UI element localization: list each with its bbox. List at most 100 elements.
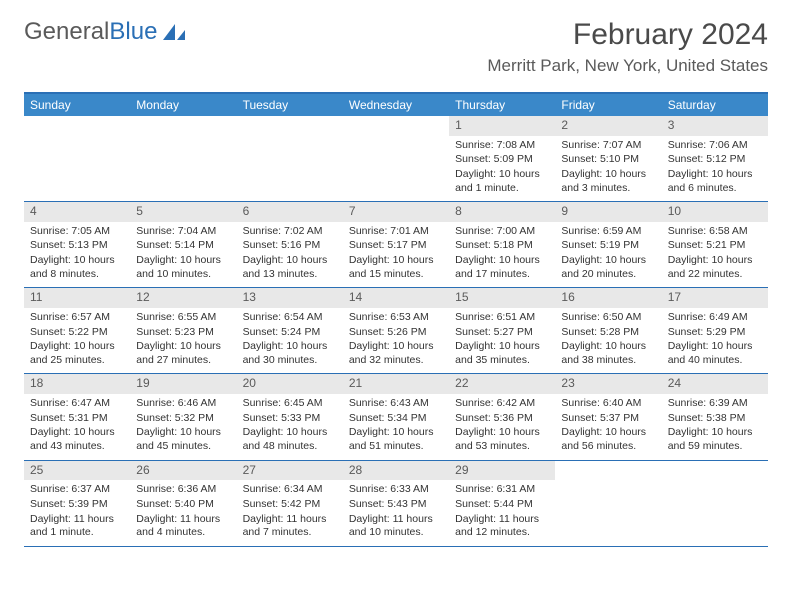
day-number: 26	[130, 461, 236, 481]
calendar-day-cell: 21Sunrise: 6:43 AMSunset: 5:34 PMDayligh…	[343, 374, 449, 459]
sunset-text: Sunset: 5:43 PM	[349, 498, 443, 512]
calendar: SundayMondayTuesdayWednesdayThursdayFrid…	[24, 92, 768, 547]
calendar-day-cell: 24Sunrise: 6:39 AMSunset: 5:38 PMDayligh…	[662, 374, 768, 459]
daylight-text: Daylight: 10 hours and 3 minutes.	[561, 168, 655, 195]
day-number: 14	[343, 288, 449, 308]
sunset-text: Sunset: 5:14 PM	[136, 239, 230, 253]
day-number: 23	[555, 374, 661, 394]
calendar-empty-cell	[343, 116, 449, 201]
sunset-text: Sunset: 5:18 PM	[455, 239, 549, 253]
sunrise-text: Sunrise: 6:58 AM	[668, 225, 762, 239]
sunrise-text: Sunrise: 6:39 AM	[668, 397, 762, 411]
calendar-day-cell: 16Sunrise: 6:50 AMSunset: 5:28 PMDayligh…	[555, 288, 661, 373]
day-number: 13	[237, 288, 343, 308]
daylight-text: Daylight: 10 hours and 48 minutes.	[243, 426, 337, 453]
sunrise-text: Sunrise: 6:54 AM	[243, 311, 337, 325]
sunrise-text: Sunrise: 6:37 AM	[30, 483, 124, 497]
day-header-row: SundayMondayTuesdayWednesdayThursdayFrid…	[24, 94, 768, 116]
sunrise-text: Sunrise: 7:08 AM	[455, 139, 549, 153]
calendar-day-cell: 9Sunrise: 6:59 AMSunset: 5:19 PMDaylight…	[555, 202, 661, 287]
sunrise-text: Sunrise: 6:47 AM	[30, 397, 124, 411]
daylight-text: Daylight: 10 hours and 15 minutes.	[349, 254, 443, 281]
daylight-text: Daylight: 10 hours and 17 minutes.	[455, 254, 549, 281]
sunset-text: Sunset: 5:09 PM	[455, 153, 549, 167]
location-text: Merritt Park, New York, United States	[487, 56, 768, 76]
sunset-text: Sunset: 5:40 PM	[136, 498, 230, 512]
sunrise-text: Sunrise: 6:43 AM	[349, 397, 443, 411]
daylight-text: Daylight: 10 hours and 6 minutes.	[668, 168, 762, 195]
day-header-cell: Sunday	[24, 94, 130, 116]
sunset-text: Sunset: 5:37 PM	[561, 412, 655, 426]
calendar-day-cell: 3Sunrise: 7:06 AMSunset: 5:12 PMDaylight…	[662, 116, 768, 201]
sunset-text: Sunset: 5:23 PM	[136, 326, 230, 340]
sunset-text: Sunset: 5:33 PM	[243, 412, 337, 426]
sunset-text: Sunset: 5:38 PM	[668, 412, 762, 426]
day-header-cell: Wednesday	[343, 94, 449, 116]
sunset-text: Sunset: 5:44 PM	[455, 498, 549, 512]
logo-sail-icon	[161, 22, 187, 42]
daylight-text: Daylight: 10 hours and 51 minutes.	[349, 426, 443, 453]
calendar-day-cell: 27Sunrise: 6:34 AMSunset: 5:42 PMDayligh…	[237, 461, 343, 546]
sunset-text: Sunset: 5:17 PM	[349, 239, 443, 253]
sunrise-text: Sunrise: 6:53 AM	[349, 311, 443, 325]
calendar-day-cell: 22Sunrise: 6:42 AMSunset: 5:36 PMDayligh…	[449, 374, 555, 459]
day-number: 16	[555, 288, 661, 308]
daylight-text: Daylight: 10 hours and 53 minutes.	[455, 426, 549, 453]
calendar-day-cell: 12Sunrise: 6:55 AMSunset: 5:23 PMDayligh…	[130, 288, 236, 373]
daylight-text: Daylight: 10 hours and 45 minutes.	[136, 426, 230, 453]
daylight-text: Daylight: 10 hours and 38 minutes.	[561, 340, 655, 367]
sunset-text: Sunset: 5:22 PM	[30, 326, 124, 340]
calendar-week-row: 1Sunrise: 7:08 AMSunset: 5:09 PMDaylight…	[24, 116, 768, 202]
daylight-text: Daylight: 10 hours and 22 minutes.	[668, 254, 762, 281]
sunset-text: Sunset: 5:42 PM	[243, 498, 337, 512]
sunrise-text: Sunrise: 6:51 AM	[455, 311, 549, 325]
logo-text-general: General	[24, 18, 109, 46]
day-number: 12	[130, 288, 236, 308]
calendar-day-cell: 23Sunrise: 6:40 AMSunset: 5:37 PMDayligh…	[555, 374, 661, 459]
calendar-day-cell: 8Sunrise: 7:00 AMSunset: 5:18 PMDaylight…	[449, 202, 555, 287]
day-number: 7	[343, 202, 449, 222]
day-number: 20	[237, 374, 343, 394]
daylight-text: Daylight: 10 hours and 20 minutes.	[561, 254, 655, 281]
sunrise-text: Sunrise: 6:55 AM	[136, 311, 230, 325]
day-number: 21	[343, 374, 449, 394]
sunrise-text: Sunrise: 6:50 AM	[561, 311, 655, 325]
day-number: 4	[24, 202, 130, 222]
day-header-cell: Friday	[555, 94, 661, 116]
sunset-text: Sunset: 5:12 PM	[668, 153, 762, 167]
daylight-text: Daylight: 11 hours and 10 minutes.	[349, 513, 443, 540]
title-block: February 2024 Merritt Park, New York, Un…	[487, 18, 768, 76]
daylight-text: Daylight: 10 hours and 13 minutes.	[243, 254, 337, 281]
daylight-text: Daylight: 10 hours and 32 minutes.	[349, 340, 443, 367]
calendar-week-row: 11Sunrise: 6:57 AMSunset: 5:22 PMDayligh…	[24, 288, 768, 374]
day-number: 24	[662, 374, 768, 394]
sunrise-text: Sunrise: 6:57 AM	[30, 311, 124, 325]
daylight-text: Daylight: 10 hours and 25 minutes.	[30, 340, 124, 367]
sunrise-text: Sunrise: 6:31 AM	[455, 483, 549, 497]
calendar-empty-cell	[555, 461, 661, 546]
sunrise-text: Sunrise: 7:02 AM	[243, 225, 337, 239]
day-number: 15	[449, 288, 555, 308]
day-number: 25	[24, 461, 130, 481]
calendar-day-cell: 26Sunrise: 6:36 AMSunset: 5:40 PMDayligh…	[130, 461, 236, 546]
day-number: 29	[449, 461, 555, 481]
header: GeneralBlue February 2024 Merritt Park, …	[0, 0, 792, 84]
daylight-text: Daylight: 10 hours and 40 minutes.	[668, 340, 762, 367]
day-number: 6	[237, 202, 343, 222]
calendar-day-cell: 1Sunrise: 7:08 AMSunset: 5:09 PMDaylight…	[449, 116, 555, 201]
sunset-text: Sunset: 5:16 PM	[243, 239, 337, 253]
calendar-day-cell: 2Sunrise: 7:07 AMSunset: 5:10 PMDaylight…	[555, 116, 661, 201]
day-header-cell: Saturday	[662, 94, 768, 116]
day-number: 10	[662, 202, 768, 222]
daylight-text: Daylight: 11 hours and 12 minutes.	[455, 513, 549, 540]
daylight-text: Daylight: 10 hours and 43 minutes.	[30, 426, 124, 453]
daylight-text: Daylight: 10 hours and 1 minute.	[455, 168, 549, 195]
sunset-text: Sunset: 5:27 PM	[455, 326, 549, 340]
calendar-day-cell: 5Sunrise: 7:04 AMSunset: 5:14 PMDaylight…	[130, 202, 236, 287]
daylight-text: Daylight: 10 hours and 10 minutes.	[136, 254, 230, 281]
month-title: February 2024	[487, 18, 768, 52]
sunrise-text: Sunrise: 6:46 AM	[136, 397, 230, 411]
calendar-day-cell: 13Sunrise: 6:54 AMSunset: 5:24 PMDayligh…	[237, 288, 343, 373]
sunrise-text: Sunrise: 6:49 AM	[668, 311, 762, 325]
daylight-text: Daylight: 11 hours and 1 minute.	[30, 513, 124, 540]
